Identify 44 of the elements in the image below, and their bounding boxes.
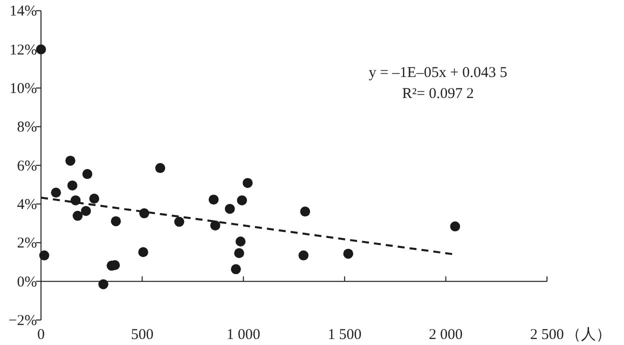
point — [230, 264, 241, 274]
point — [89, 194, 100, 204]
y-tick-label: 4% — [17, 197, 37, 214]
point — [174, 216, 184, 227]
y-tick-label: 12% — [10, 42, 37, 58]
point — [236, 236, 246, 247]
x-tick-label: 2 000 — [428, 327, 463, 343]
point — [298, 250, 309, 260]
point — [208, 194, 219, 205]
point — [242, 178, 253, 188]
point — [155, 163, 166, 174]
point — [80, 206, 91, 216]
point — [67, 180, 78, 190]
point — [300, 206, 310, 217]
y-tick-label: 8% — [17, 120, 37, 136]
point — [450, 221, 460, 232]
x-tick-label: 1 500 — [328, 327, 362, 343]
annotation: R²= 0.097 2 — [402, 86, 474, 102]
y-tick-label: 10% — [10, 81, 37, 98]
point — [234, 248, 244, 258]
point — [98, 279, 108, 290]
point — [210, 220, 220, 230]
x-tick-label: 1 000 — [226, 327, 260, 343]
point — [36, 44, 46, 54]
y-tick-label: 14% — [10, 4, 37, 20]
point — [236, 195, 247, 206]
point — [72, 210, 83, 221]
annotation: y = –1E–05x + 0.043 5 — [368, 65, 508, 81]
y-tick-label: 2% — [17, 236, 37, 252]
point — [39, 250, 50, 260]
x-tick-label: 0 — [37, 327, 45, 343]
y-tick-label: 6% — [17, 158, 37, 174]
point — [82, 169, 92, 180]
point — [65, 156, 76, 166]
y-tick-label: −2% — [8, 313, 37, 329]
x-tick-label: 500 — [130, 327, 154, 343]
x-tick-label: 2 500 — [530, 327, 564, 343]
point — [224, 204, 235, 214]
point — [50, 188, 61, 198]
point — [138, 247, 148, 258]
point — [343, 248, 354, 259]
x-axis-title: （人） — [566, 327, 611, 343]
y-tick-label: 0% — [17, 274, 37, 290]
point — [110, 216, 121, 226]
